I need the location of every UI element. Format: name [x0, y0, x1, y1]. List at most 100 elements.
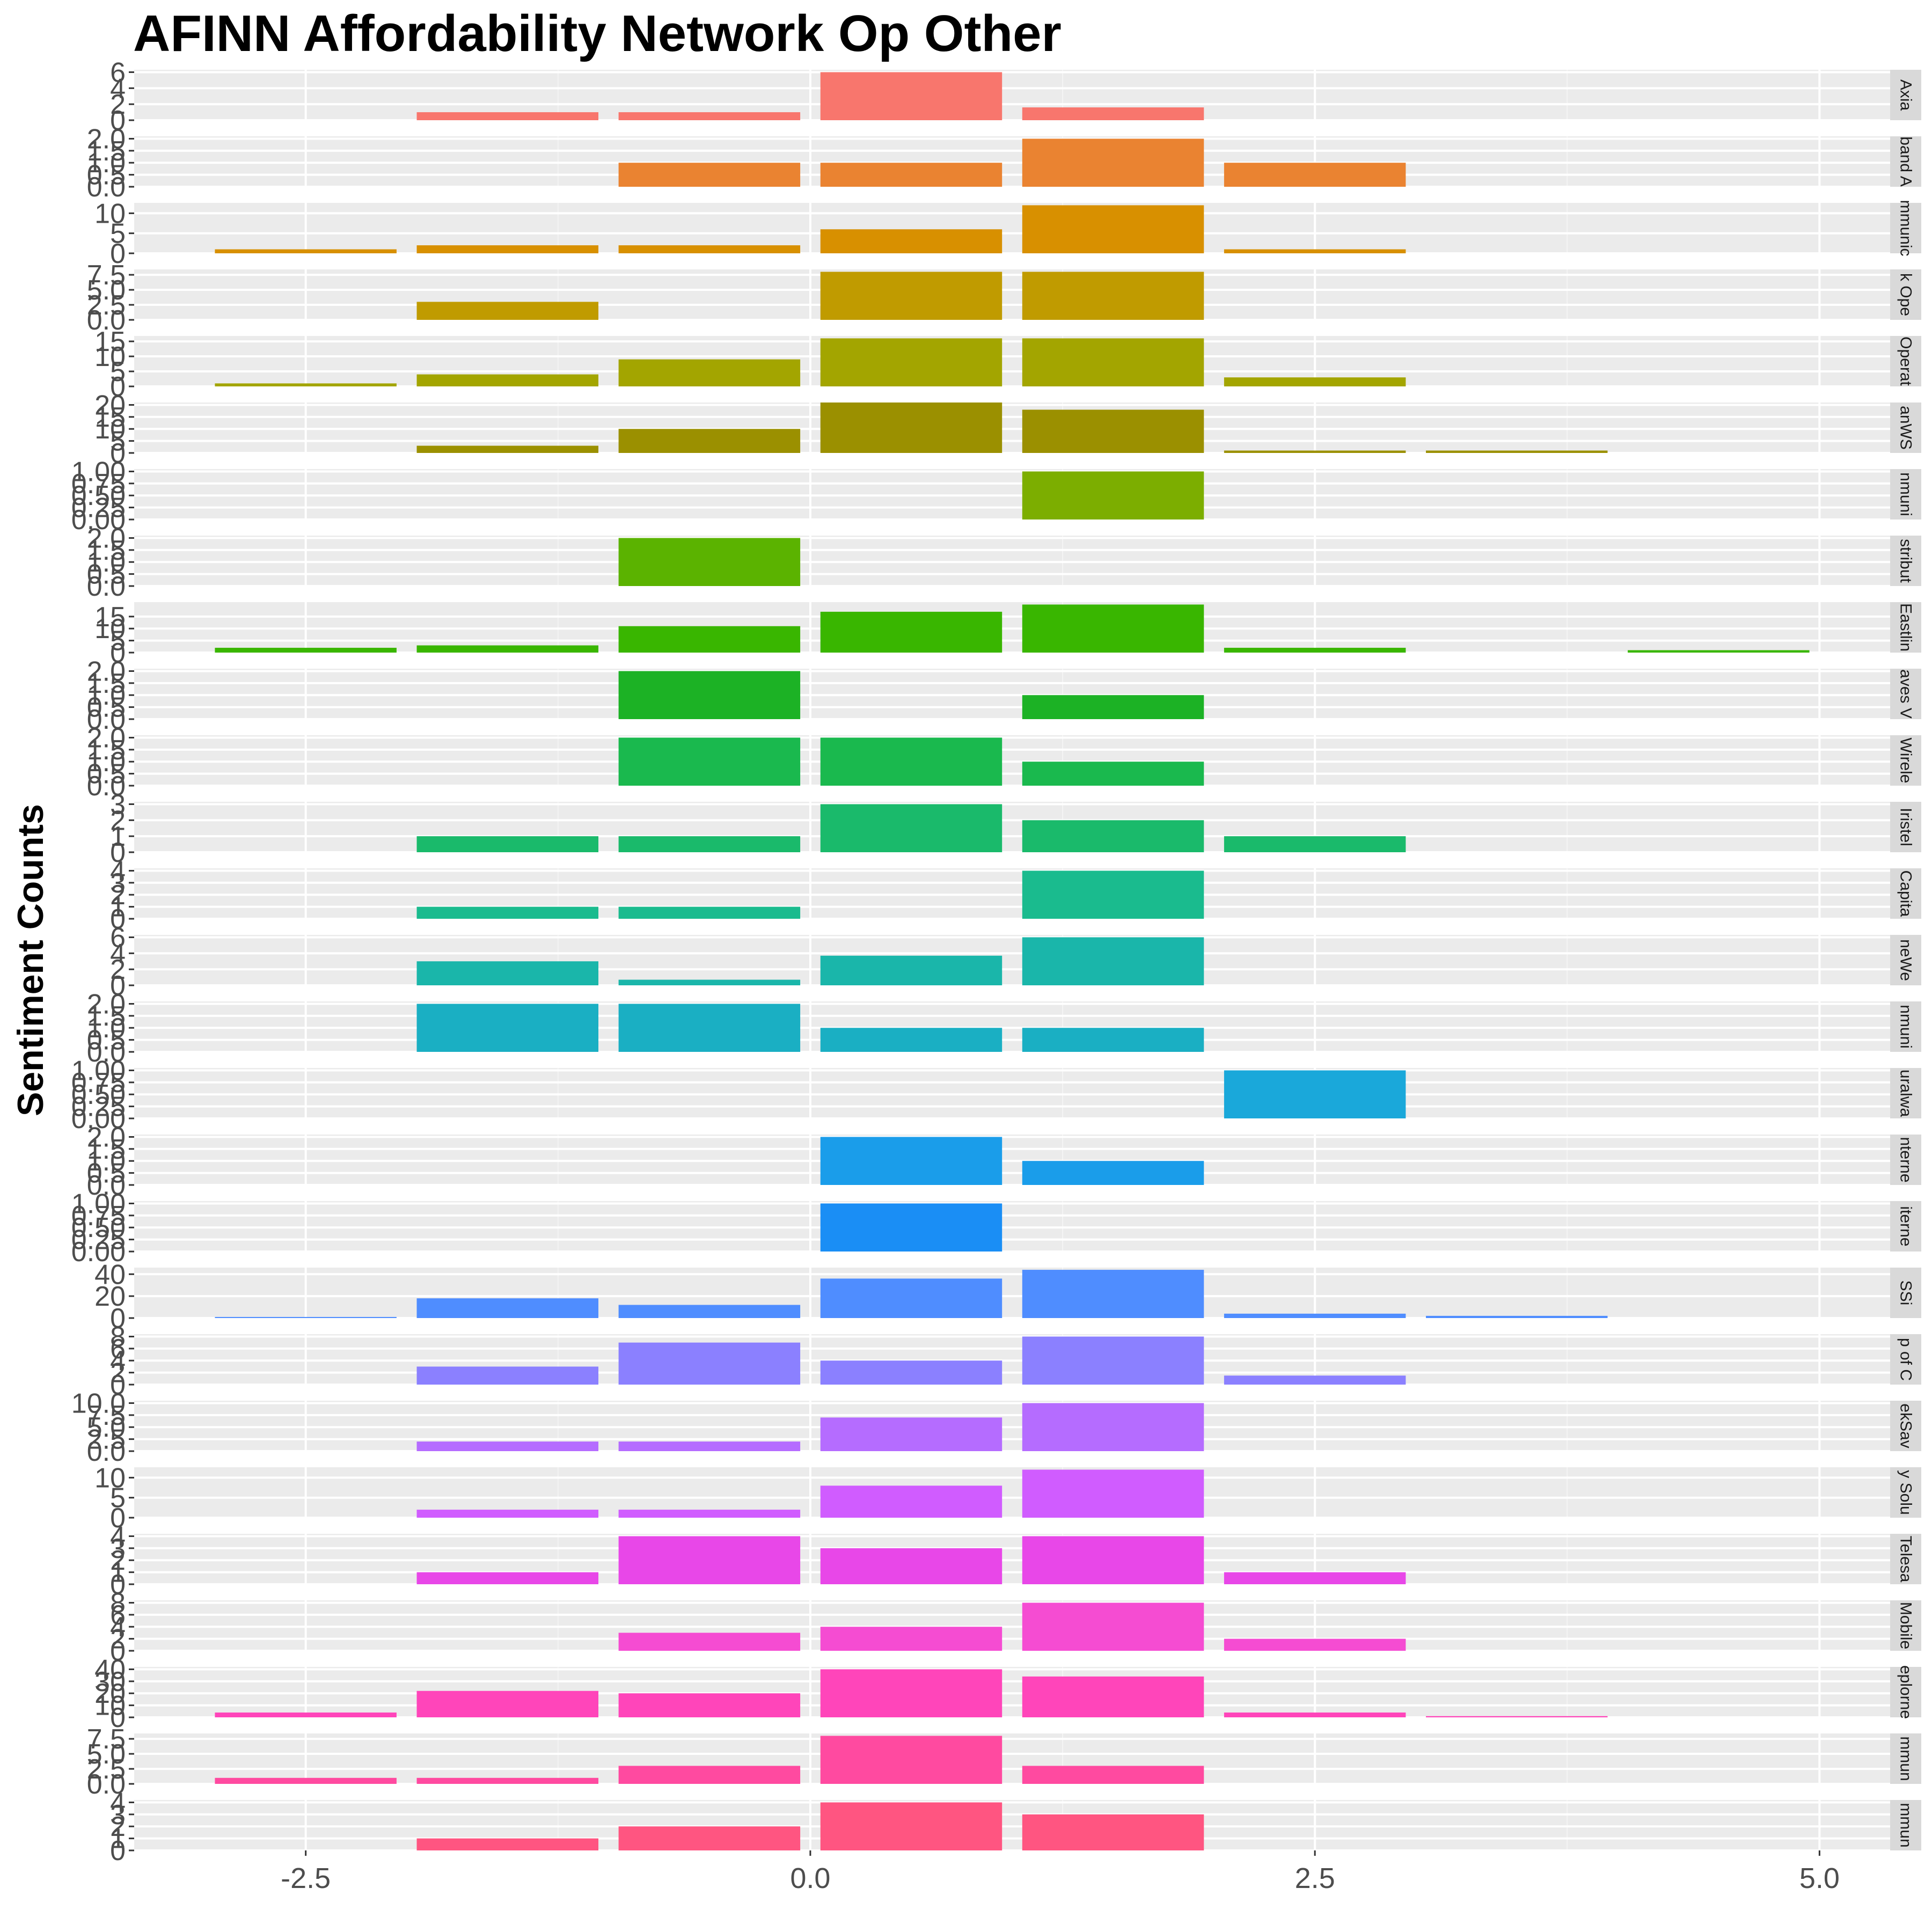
- bar: [618, 1305, 801, 1318]
- facet-strip: [1890, 469, 1921, 519]
- y-tick-label: 0: [110, 1636, 126, 1667]
- y-tick-label: 4: [110, 73, 126, 104]
- facet-strip-label: Mobile: [1897, 1602, 1915, 1649]
- bar: [416, 1441, 599, 1451]
- facet-strip-label: Eastlin: [1897, 603, 1915, 652]
- panel-background: [134, 1600, 1890, 1651]
- facet-strip-label: nmuni: [1897, 1005, 1915, 1049]
- panel-background: [134, 1068, 1890, 1118]
- y-tick-label: 10.0: [71, 1388, 126, 1419]
- y-tick-label: 2.5: [87, 290, 126, 321]
- facet-strip-label: Wirele: [1897, 737, 1915, 783]
- y-tick-label: 0.5: [87, 559, 126, 590]
- bar: [1022, 471, 1204, 519]
- y-tick-label: 10: [94, 1690, 126, 1722]
- facet-strip-label: band A: [1897, 136, 1915, 186]
- bar: [618, 979, 801, 985]
- bar: [1022, 272, 1204, 320]
- y-tick-label: 0: [110, 1503, 126, 1534]
- y-tick-label: 4: [110, 1345, 126, 1377]
- bar: [1224, 1638, 1406, 1651]
- y-tick-label: 10: [94, 341, 126, 372]
- y-tick-label: 40: [94, 1654, 126, 1685]
- chart-title: AFINN Affordability Network Op Other: [133, 5, 1062, 62]
- panel-background: [134, 136, 1890, 187]
- y-tick-label: 2.0: [87, 523, 126, 554]
- y-tick-label: 1.5: [87, 1001, 126, 1032]
- bar: [1022, 1469, 1204, 1518]
- y-tick-label: 1.5: [87, 735, 126, 766]
- bar: [1022, 604, 1204, 653]
- y-tick-label: 1: [110, 1824, 126, 1855]
- bar: [820, 611, 1002, 653]
- bar: [820, 1278, 1002, 1318]
- bar: [1224, 1713, 1406, 1717]
- y-tick-label: 2: [110, 954, 126, 985]
- y-tick-label: 0.0: [87, 571, 126, 602]
- bar: [416, 1298, 599, 1318]
- bar: [618, 671, 801, 719]
- bar: [1022, 762, 1204, 786]
- facet-strip-label: neWe: [1897, 939, 1915, 981]
- y-tick-label: 0.00: [71, 1236, 126, 1268]
- y-tick-label: 0.50: [71, 1212, 126, 1243]
- y-tick-label: 1.5: [87, 668, 126, 699]
- bar: [416, 645, 599, 653]
- y-tick-label: 2: [110, 1545, 126, 1576]
- bar: [1022, 1403, 1204, 1451]
- facet-strip-label: mmun: [1897, 1736, 1915, 1781]
- y-tick-label: 5: [110, 1483, 126, 1514]
- bar: [1224, 163, 1406, 187]
- y-tick-label: 2.0: [87, 989, 126, 1020]
- bar: [1022, 695, 1204, 719]
- y-tick-label: 1: [110, 892, 126, 923]
- y-tick-label: 0.50: [71, 1079, 126, 1110]
- y-tick-label: 4: [110, 1612, 126, 1643]
- bar: [820, 1028, 1002, 1052]
- bar: [1224, 1375, 1406, 1385]
- y-tick-label: 0: [110, 837, 126, 868]
- facet-strip-label: mmun: [1897, 1803, 1915, 1847]
- y-tick-label: 0.75: [71, 1201, 126, 1232]
- panel-background: [134, 802, 1890, 852]
- y-tick-label: 2: [110, 880, 126, 911]
- y-tick-label: 1.5: [87, 136, 126, 167]
- bar: [1224, 249, 1406, 253]
- facet-strip: [1890, 1001, 1921, 1052]
- y-tick-label: 0.5: [87, 1158, 126, 1189]
- panel-background: [134, 669, 1890, 719]
- facet-strip: [1890, 70, 1921, 120]
- y-tick-label: 3: [110, 789, 126, 820]
- y-tick-label: 1: [110, 821, 126, 852]
- y-tick-label: 1.0: [87, 148, 126, 179]
- bar: [1022, 338, 1204, 386]
- y-tick-label: 0.00: [71, 1103, 126, 1135]
- panel-background: [134, 1201, 1890, 1252]
- facet-strip-label: Axia: [1897, 79, 1915, 111]
- bar: [215, 249, 397, 253]
- bar: [820, 1137, 1002, 1185]
- bar: [1022, 1028, 1204, 1052]
- panel-background: [134, 1334, 1890, 1385]
- bar: [618, 836, 801, 852]
- y-tick-label: 10: [94, 1462, 126, 1494]
- y-tick-label: 0.75: [71, 1067, 126, 1099]
- y-tick-label: 0: [110, 1370, 126, 1401]
- y-tick-label: 0.50: [71, 480, 126, 511]
- bar: [618, 1004, 801, 1052]
- bar: [1224, 1070, 1406, 1118]
- y-tick-label: 0: [110, 1569, 126, 1600]
- facet-strip: [1890, 1334, 1921, 1385]
- y-tick-label: 2: [110, 1811, 126, 1842]
- facet-strip: [1890, 1401, 1921, 1451]
- bar: [1022, 1814, 1204, 1850]
- y-tick-label: 0.25: [71, 493, 126, 524]
- panel-background: [134, 1401, 1890, 1451]
- bar: [1224, 1572, 1406, 1584]
- bar: [1425, 450, 1608, 453]
- panel-background: [134, 1001, 1890, 1052]
- y-tick-label: 15: [94, 402, 126, 433]
- bar: [1224, 1313, 1406, 1318]
- bar: [820, 1627, 1002, 1651]
- y-tick-label: 0.5: [87, 1025, 126, 1056]
